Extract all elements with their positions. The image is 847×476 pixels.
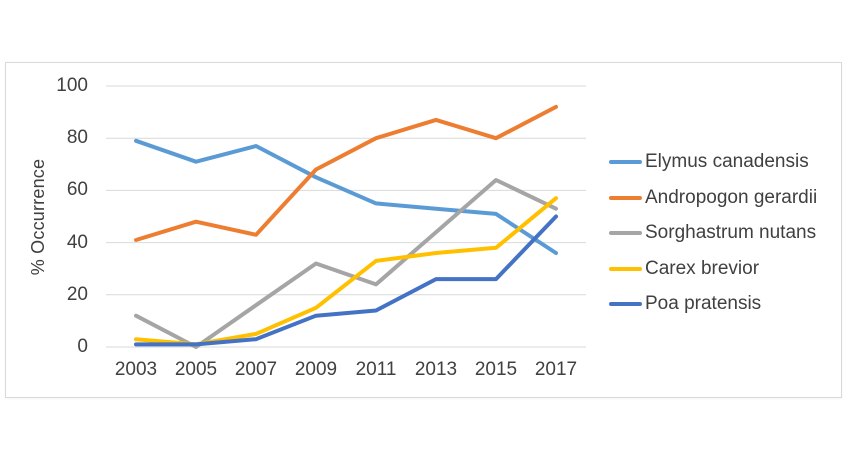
legend-line-swatch [609,231,642,235]
series-line-0 [134,138,558,255]
x-tick-label: 2013 [414,359,458,380]
figure-frame: % Occurrence 0 20 40 60 80 100 2003 2005 2007 20… [5,62,842,398]
legend-item: Poa pratensis [609,291,761,317]
x-tick-label: 2005 [174,359,218,380]
legend-item: Carex brevior [609,256,759,282]
legend-label: Poa pratensis [645,293,762,314]
line-plot [106,85,586,349]
legend-line-swatch [609,160,642,164]
legend-label: Andropogon gerardii [645,186,818,208]
legend-item: Elymus canadensis [609,149,809,175]
legend-item: Andropogon gerardii [609,185,817,211]
series-line-4 [134,214,558,347]
x-tick-label: 2007 [234,359,278,380]
x-tick-label: 2003 [114,359,158,380]
y-tick-label: 60 [66,179,88,201]
legend-line-swatch [609,266,642,271]
series-line-2 [134,178,558,349]
legend-item: Sorghastrum nutans [609,220,816,246]
legend-line-swatch [609,195,642,200]
legend-line-swatch [609,302,642,306]
y-tick-label: 20 [66,283,88,305]
y-tick-label: 0 [77,336,88,357]
y-tick-label: 100 [56,75,88,96]
y-tick-label: 80 [66,127,88,149]
x-tick-label: 2015 [474,359,518,380]
x-tick-label: 2009 [294,359,338,380]
y-tick-label: 40 [66,231,88,253]
x-tick-label: 2017 [534,359,578,380]
series-line-3 [134,196,558,347]
series-line-1 [134,104,558,242]
legend-label: Carex brevior [645,257,760,279]
legend-label: Elymus canadensis [645,151,809,172]
y-axis-title: % Occurrence [28,158,48,276]
legend-label: Sorghastrum nutans [645,222,817,243]
x-tick-label: 2011 [355,359,397,380]
